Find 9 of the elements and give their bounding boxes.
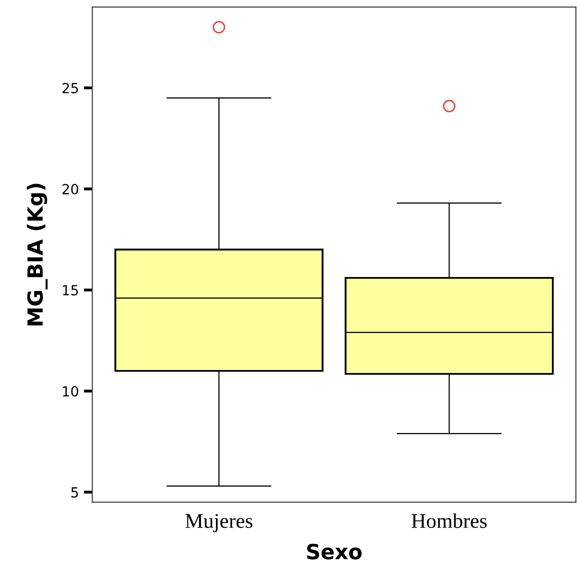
y-tick-label: 10 <box>62 386 78 397</box>
y-tick-label: 15 <box>62 285 78 296</box>
x-tick-label: Hombres <box>412 513 487 528</box>
x-tick-label: Mujeres <box>185 514 252 532</box>
y-axis-title: MG_BIA (Kg) <box>26 184 48 326</box>
y-tick-label: 25 <box>62 82 78 94</box>
x-axis-title: Sexo <box>307 544 362 560</box>
y-tick-label: 20 <box>62 184 78 194</box>
y-tick-label: 5 <box>71 487 78 498</box>
